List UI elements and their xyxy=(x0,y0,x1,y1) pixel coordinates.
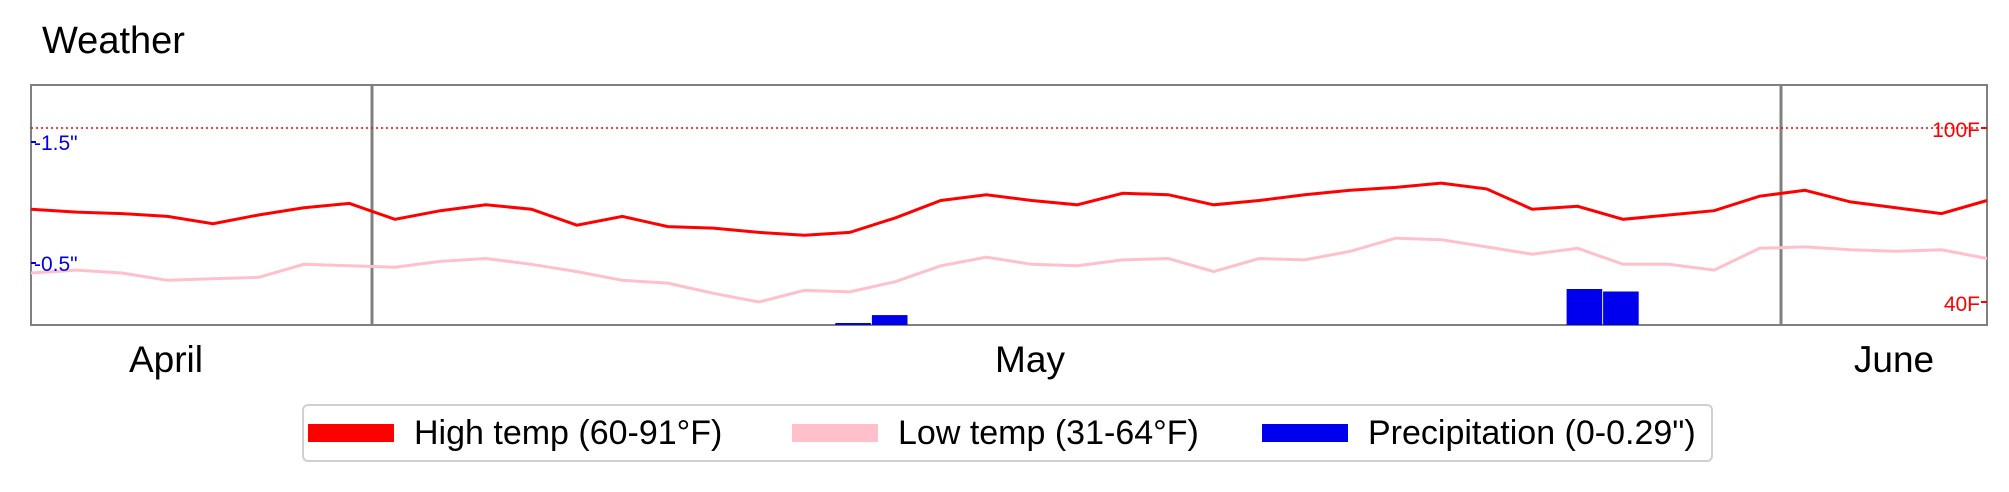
precip-label-0-5: -0.5" xyxy=(34,253,78,276)
weather-chart: -1.5" -0.5" 100F 40F April May June xyxy=(30,84,1988,380)
legend-label-high-temp: High temp (60-91°F) xyxy=(414,413,723,452)
month-label-april: April xyxy=(129,339,203,380)
legend-item-precipitation: Precipitation (0-0.29") xyxy=(1262,406,1696,460)
temp-label-100f: 100F xyxy=(1932,119,1980,142)
legend-label-low-temp: Low temp (31-64°F) xyxy=(898,413,1199,452)
precip-bar-june-5 xyxy=(1603,291,1639,325)
high-temp-line xyxy=(30,181,1988,237)
legend-swatch-low-temp xyxy=(792,424,878,442)
precip-bar-may-15 xyxy=(835,323,871,325)
low-temp-line xyxy=(30,236,1988,304)
legend: High temp (60-91°F) Low temp (31-64°F) P… xyxy=(302,404,1713,462)
precip-label-1-5: -1.5" xyxy=(34,132,78,155)
chart-title: Weather xyxy=(42,20,185,62)
precip-bar-june-4 xyxy=(1566,289,1603,325)
legend-swatch-high-temp xyxy=(308,424,394,442)
month-label-may: May xyxy=(995,339,1065,380)
precip-bar-may-16 xyxy=(871,315,908,325)
legend-label-precipitation: Precipitation (0-0.29") xyxy=(1368,413,1696,452)
month-label-june: June xyxy=(1854,339,1934,380)
precipitation-bars xyxy=(835,289,1639,325)
legend-swatch-precipitation xyxy=(1262,424,1348,442)
legend-item-high-temp: High temp (60-91°F) xyxy=(308,406,722,460)
plot-frame xyxy=(30,84,1988,326)
temp-label-40f: 40F xyxy=(1944,293,1980,316)
legend-item-low-temp: Low temp (31-64°F) xyxy=(792,406,1199,460)
